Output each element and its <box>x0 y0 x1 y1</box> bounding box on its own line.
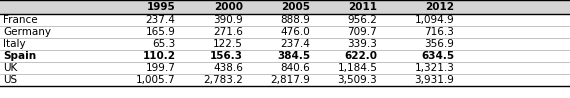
Text: 356.9: 356.9 <box>425 39 454 49</box>
Text: Germany: Germany <box>3 27 51 37</box>
Bar <box>0 0 570 14</box>
Text: Italy: Italy <box>3 39 26 49</box>
Text: 65.3: 65.3 <box>152 39 176 49</box>
Text: 339.3: 339.3 <box>348 39 377 49</box>
Text: 438.6: 438.6 <box>213 63 243 73</box>
Text: US: US <box>3 75 18 85</box>
Text: 110.2: 110.2 <box>142 51 176 61</box>
Text: 165.9: 165.9 <box>146 27 176 37</box>
Text: 237.4: 237.4 <box>146 15 176 25</box>
Text: 956.2: 956.2 <box>348 15 377 25</box>
Text: 840.6: 840.6 <box>280 63 310 73</box>
Text: 709.7: 709.7 <box>348 27 377 37</box>
Text: 476.0: 476.0 <box>280 27 310 37</box>
Text: 237.4: 237.4 <box>280 39 310 49</box>
Text: 716.3: 716.3 <box>425 27 454 37</box>
Text: 1995: 1995 <box>147 2 176 12</box>
Text: 2,783.2: 2,783.2 <box>203 75 243 85</box>
Text: Spain: Spain <box>3 51 36 61</box>
Text: 2000: 2000 <box>214 2 243 12</box>
Text: 390.9: 390.9 <box>213 15 243 25</box>
Text: 1,005.7: 1,005.7 <box>136 75 176 85</box>
Text: 2011: 2011 <box>348 2 377 12</box>
Text: 2,817.9: 2,817.9 <box>270 75 310 85</box>
Text: 1,184.5: 1,184.5 <box>337 63 377 73</box>
Text: 1,321.3: 1,321.3 <box>414 63 454 73</box>
Text: 634.5: 634.5 <box>421 51 454 61</box>
Text: 199.7: 199.7 <box>146 63 176 73</box>
Text: UK: UK <box>3 63 18 73</box>
Text: 3,509.3: 3,509.3 <box>337 75 377 85</box>
Text: 122.5: 122.5 <box>213 39 243 49</box>
Text: 156.3: 156.3 <box>210 51 243 61</box>
Text: 622.0: 622.0 <box>344 51 377 61</box>
Text: 2005: 2005 <box>281 2 310 12</box>
Text: 3,931.9: 3,931.9 <box>414 75 454 85</box>
Text: 888.9: 888.9 <box>280 15 310 25</box>
Text: 2012: 2012 <box>425 2 454 12</box>
Text: 384.5: 384.5 <box>277 51 310 61</box>
Text: 1,094.9: 1,094.9 <box>414 15 454 25</box>
Text: 271.6: 271.6 <box>213 27 243 37</box>
Text: France: France <box>3 15 38 25</box>
